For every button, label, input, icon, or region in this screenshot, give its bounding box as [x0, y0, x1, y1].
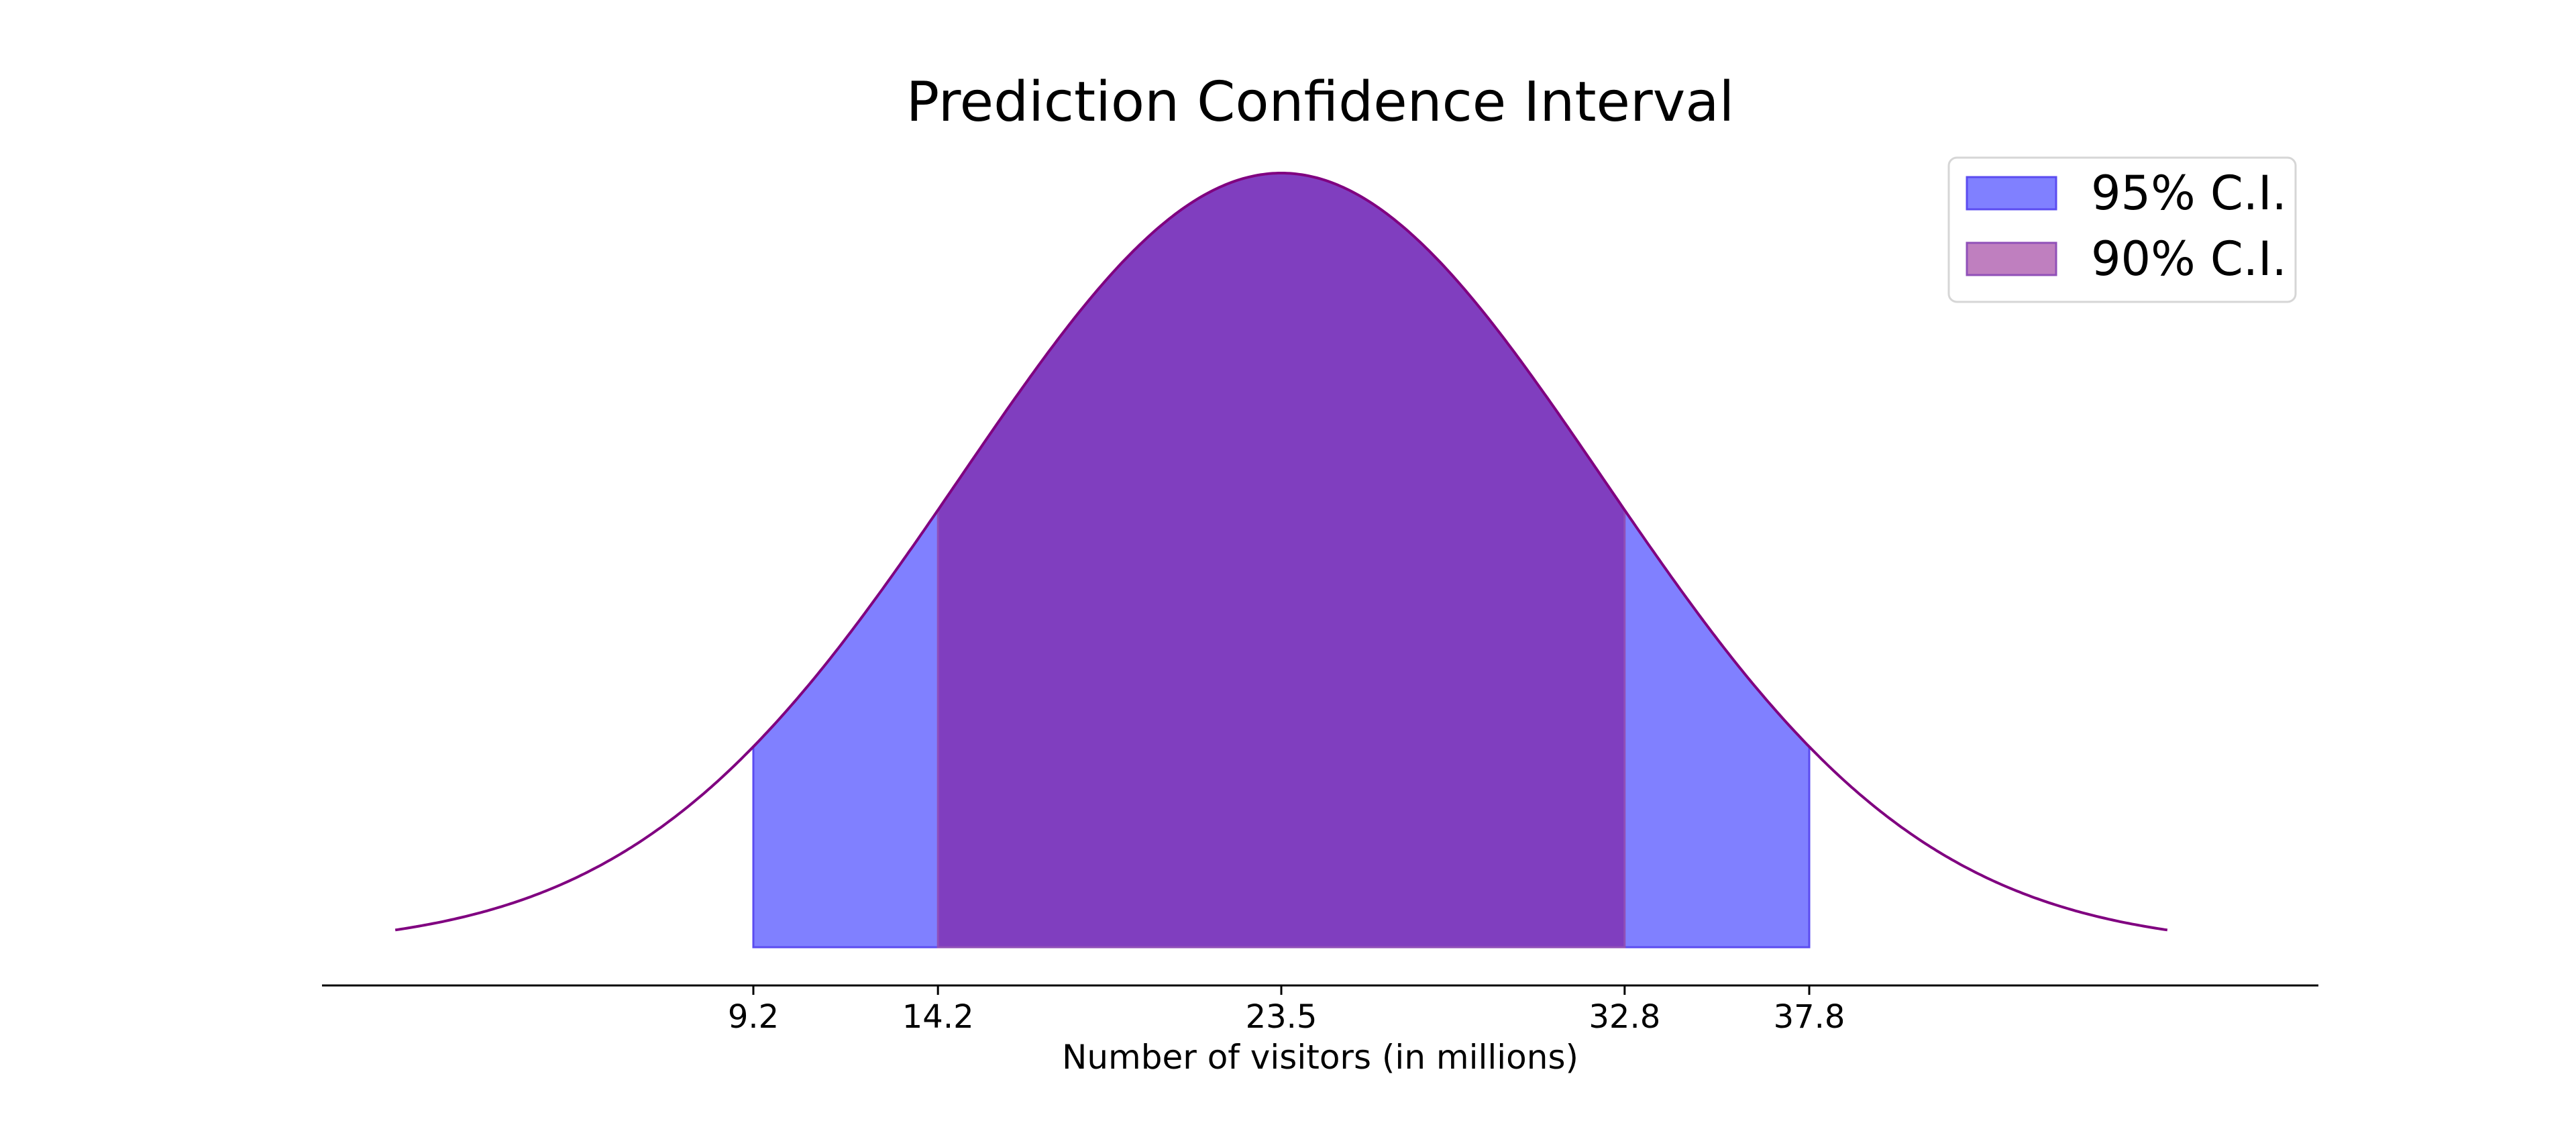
chart-title: Prediction Confidence Interval — [906, 70, 1735, 134]
ci-90-band — [936, 172, 1626, 949]
x-tick-label: 14.2 — [902, 998, 974, 1036]
legend: 95% C.I. 90% C.I. — [1947, 156, 2297, 303]
x-tick-label: 37.8 — [1774, 998, 1845, 1036]
legend-label-95: 95% C.I. — [2091, 166, 2287, 221]
x-axis-label: Number of visitors (in millions) — [1062, 1038, 1578, 1077]
x-tick-label: 32.8 — [1589, 998, 1660, 1036]
legend-swatch-90 — [1966, 241, 2057, 276]
x-axis-ticks: 9.2 14.2 23.5 32.8 37.8 — [728, 985, 1845, 1036]
legend-label-90: 90% C.I. — [2091, 231, 2287, 286]
distribution-curve — [394, 172, 2168, 932]
plot-area — [394, 172, 2168, 949]
x-tick-label: 9.2 — [728, 998, 779, 1036]
legend-swatch-95 — [1966, 176, 2057, 211]
x-tick-label: 23.5 — [1246, 998, 1318, 1036]
